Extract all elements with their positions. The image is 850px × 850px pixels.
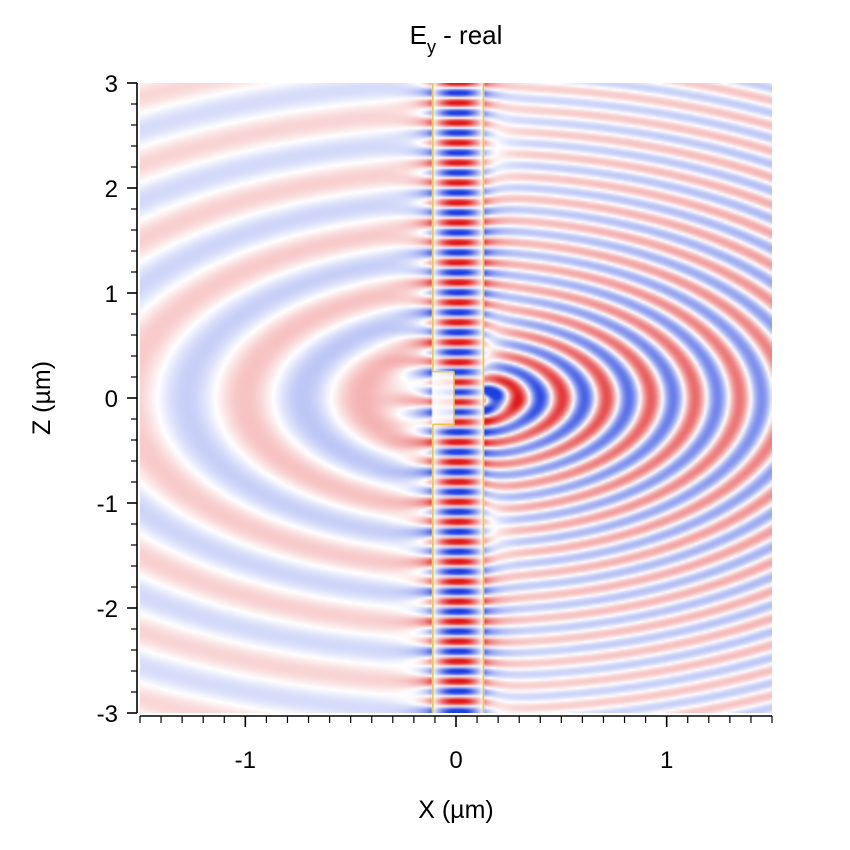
y-tick-label: 0 [105,386,118,413]
x-tick-label: 1 [660,747,673,774]
chart-title: Ey - real [410,20,503,57]
y-axis-label: Z (µm) [28,361,56,435]
y-tick-label: -1 [97,491,118,518]
y-axis-ticks: 3 2 1 0 -1 -2 -3 [97,71,137,728]
title-subscript: y [427,37,436,57]
y-tick-label: 3 [105,71,118,98]
field-heatmap [140,83,772,713]
x-tick-label: 0 [449,747,462,774]
title-suffix: - real [436,20,502,50]
y-tick-label: 1 [105,281,118,308]
x-tick-label: -1 [235,747,256,774]
waveguide-outline [432,83,485,713]
y-tick-label: -2 [97,596,118,623]
x-axis-label: X (µm) [418,796,494,824]
y-tick-label: 2 [105,176,118,203]
x-axis-ticks: -1 0 1 [139,716,773,774]
y-tick-label: -3 [97,701,118,728]
title-symbol: E [410,20,427,50]
